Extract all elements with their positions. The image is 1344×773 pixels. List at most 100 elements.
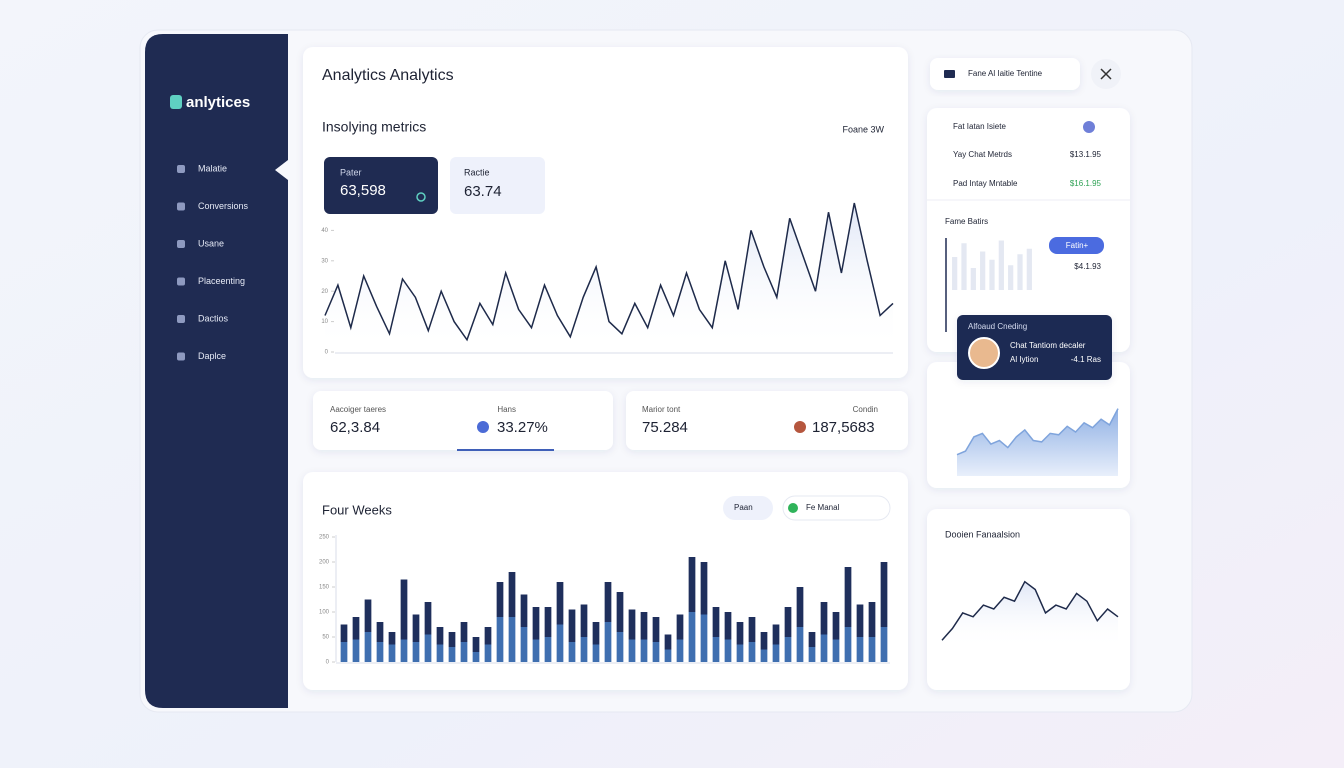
bar — [700, 614, 708, 662]
topbar-label: Fane Al Iaitie Tentine — [968, 69, 1043, 78]
bar — [856, 637, 864, 662]
nav-icon — [177, 240, 185, 248]
bar — [772, 624, 780, 645]
bar — [980, 251, 986, 290]
tooltip-line: Al Iytion — [1010, 355, 1038, 364]
kpi-icon — [794, 421, 806, 433]
bar — [388, 632, 396, 645]
bar — [484, 644, 492, 662]
bar — [448, 647, 456, 662]
kpi-value: 75.284 — [642, 419, 688, 436]
bar — [400, 579, 408, 640]
bar — [736, 644, 744, 662]
stat-label: Pater — [340, 167, 362, 177]
bar — [1026, 248, 1032, 290]
nav-item[interactable]: Malatie — [198, 163, 227, 173]
topbar-icon — [944, 70, 955, 78]
bar — [961, 243, 967, 290]
nav-item[interactable]: Usane — [198, 238, 224, 248]
bar — [532, 639, 540, 662]
range-select[interactable]: Foane 3W — [842, 124, 884, 134]
bar — [880, 562, 888, 627]
nav-item[interactable]: Daplce — [198, 351, 226, 361]
y-tick-label: 40 — [321, 228, 328, 234]
stat-value: 63.74 — [464, 183, 502, 200]
kpi-value: 62,3.84 — [330, 419, 380, 436]
bar — [998, 240, 1004, 290]
bar — [628, 639, 636, 662]
bar — [400, 639, 408, 662]
bar — [496, 617, 504, 662]
kpi-underline — [457, 449, 554, 451]
bar — [856, 604, 864, 637]
bar — [556, 624, 564, 662]
distribution-title: Dooien Fanaalsion — [945, 529, 1020, 539]
bar — [460, 642, 468, 662]
line — [324, 202, 894, 342]
bar — [820, 634, 828, 662]
bar — [989, 259, 995, 290]
stat-label: Ractie — [464, 167, 490, 177]
amount: $4.1.93 — [1074, 262, 1101, 271]
bar — [688, 557, 696, 612]
bar — [364, 599, 372, 632]
nav-pointer — [275, 160, 288, 180]
bar — [568, 609, 576, 642]
bar — [376, 622, 384, 642]
y-tick-label: 100 — [319, 610, 330, 616]
y-tick-label: 150 — [319, 585, 330, 591]
bar — [340, 642, 348, 662]
bar — [724, 639, 732, 662]
bar — [1017, 254, 1023, 290]
bar — [604, 622, 612, 662]
bar — [364, 632, 372, 662]
nav-item[interactable]: Dactios — [198, 313, 229, 323]
bar — [712, 637, 720, 662]
bar — [508, 617, 516, 662]
bar — [760, 632, 768, 650]
kpi-icon — [477, 421, 489, 433]
y-tick-label: 0 — [326, 660, 330, 666]
summary-row-value: $16.1.95 — [1070, 179, 1102, 188]
bar — [532, 607, 540, 640]
bar — [460, 622, 468, 642]
stat-value: 63,598 — [340, 182, 386, 199]
bar — [808, 632, 816, 647]
bar — [424, 634, 432, 662]
nav-item[interactable]: Conversions — [198, 201, 249, 211]
bar — [808, 647, 816, 662]
main-subtitle: Insolying metrics — [322, 119, 426, 135]
bar — [880, 627, 888, 662]
section-title: Fame Batirs — [945, 217, 988, 226]
dropdown[interactable] — [723, 496, 773, 520]
area — [956, 408, 1119, 456]
bar — [652, 617, 660, 642]
dropdown-label: Paan — [734, 503, 753, 512]
summary-card — [927, 108, 1130, 352]
bar — [760, 649, 768, 662]
action-button[interactable] — [1049, 237, 1104, 254]
bar — [796, 627, 804, 662]
bar — [580, 637, 588, 662]
bar — [868, 637, 876, 662]
bar — [352, 639, 360, 662]
bar — [664, 649, 672, 662]
bar — [616, 632, 624, 662]
toggle[interactable] — [782, 495, 891, 521]
bar — [580, 604, 588, 637]
y-tick-label: 30 — [321, 258, 328, 264]
bar — [832, 639, 840, 662]
y-tick-label: 200 — [319, 560, 330, 566]
summary-icon — [1083, 121, 1095, 133]
summary-row-label: Yay Chat Metrds — [953, 150, 1012, 159]
bar — [844, 567, 852, 627]
bar — [784, 637, 792, 662]
tooltip-title: Alfoaud Cneding — [968, 322, 1027, 331]
bar — [712, 607, 720, 637]
nav-icon — [177, 165, 185, 173]
nav-item[interactable]: Placeenting — [198, 276, 245, 286]
bar — [616, 592, 624, 632]
bar — [388, 644, 396, 662]
bar — [484, 627, 492, 645]
